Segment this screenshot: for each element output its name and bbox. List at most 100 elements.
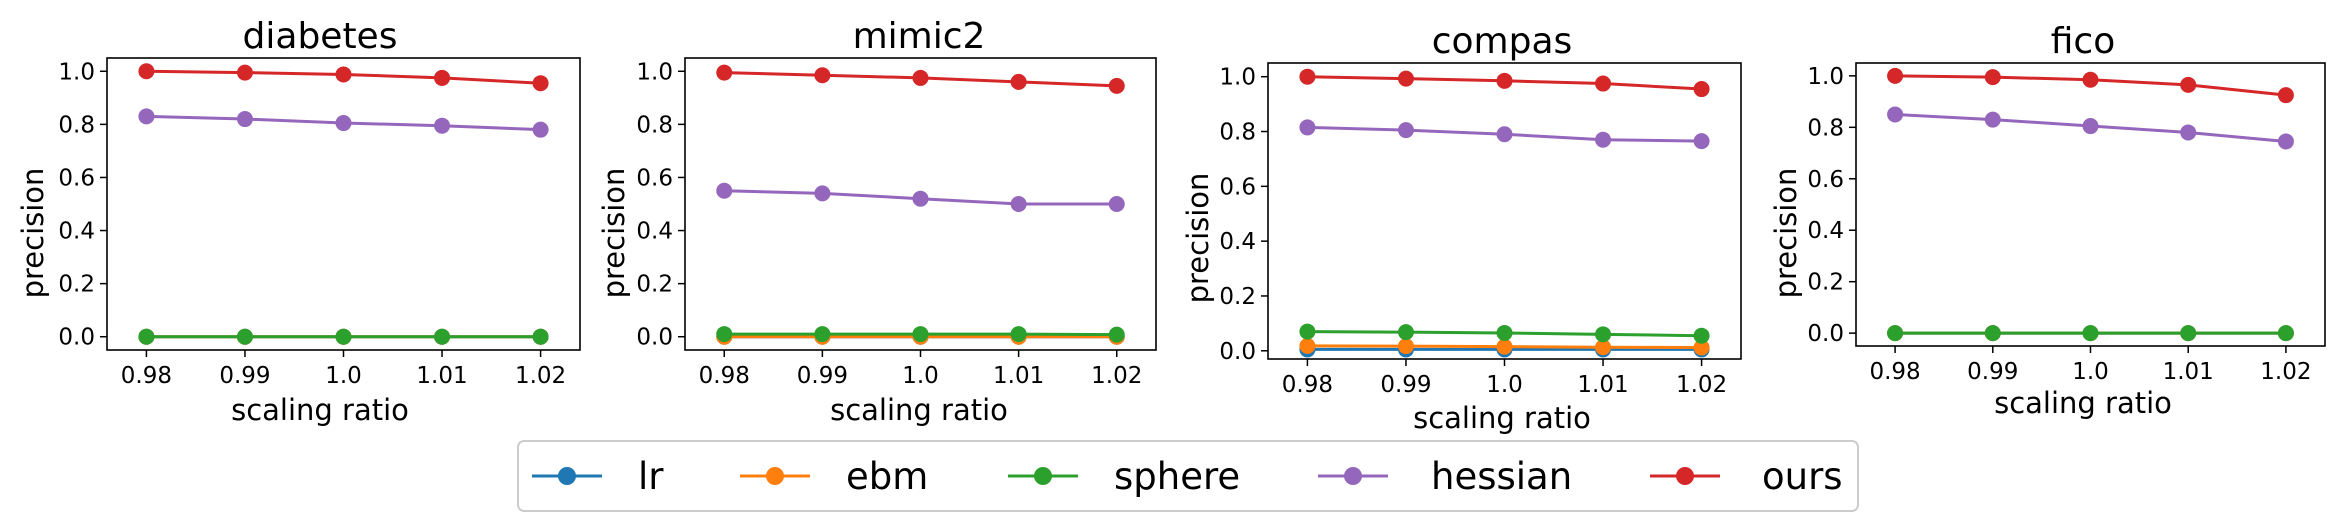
data-point-ours	[2082, 71, 2099, 88]
x-tick-label: 1.01	[1577, 372, 1628, 398]
data-point-sphere	[138, 328, 155, 345]
data-point-sphere	[434, 328, 451, 345]
data-point-hessian	[2277, 133, 2294, 150]
y-tick-label: 1.0	[636, 59, 673, 85]
plot-area: 0.0 0.2 0.4 0.6 0.8 1.0 0.98 0.99 1.0 1.01 1.02	[1219, 62, 1742, 398]
data-point-hessian	[1010, 196, 1027, 212]
data-point-ours	[716, 64, 733, 81]
chart-title: diabetes	[243, 16, 398, 57]
y-tick-label: 0.0	[58, 325, 95, 351]
data-point-sphere	[1397, 324, 1414, 341]
data-point-ours	[814, 67, 831, 84]
data-point-ours	[1010, 73, 1027, 90]
data-point-sphere	[1010, 326, 1027, 343]
legend-marker-lr	[558, 467, 576, 485]
x-tick-label: 1.02	[2260, 359, 2311, 385]
x-tick-label: 0.98	[699, 363, 750, 389]
plot-area: 0.0 0.2 0.4 0.6 0.8 1.0 0.98 0.99 1.0 1.01 1.02	[1807, 62, 2326, 385]
data-point-ebm	[1299, 337, 1316, 354]
data-point-hessian	[138, 108, 155, 125]
x-axis-label: scaling ratio	[1994, 386, 2172, 420]
x-tick-label: 0.99	[219, 363, 270, 389]
data-point-ours	[1887, 67, 1904, 84]
data-point-sphere	[1693, 327, 1710, 344]
y-tick-label: 0.2	[1807, 270, 1844, 296]
x-tick-label: 1.02	[1676, 372, 1727, 398]
y-tick-label: 0.8	[1807, 115, 1844, 141]
y-tick-label: 1.0	[1807, 64, 1844, 90]
data-point-sphere	[335, 328, 352, 345]
legend-entry-lr: lr	[532, 455, 664, 498]
legend-label-ours: ours	[1762, 455, 1843, 498]
x-tick-label: 1.02	[515, 363, 566, 389]
data-point-sphere	[1595, 326, 1612, 343]
y-tick-label: 0.0	[1807, 321, 1844, 347]
data-point-hessian	[1693, 133, 1710, 150]
data-point-hessian	[716, 182, 733, 199]
data-point-ours	[1299, 68, 1316, 85]
y-tick-label: 0.0	[636, 325, 673, 351]
data-point-hessian	[1595, 131, 1612, 148]
legend: lr ebm sphere hessian ours	[517, 440, 1859, 512]
y-tick-label: 0.4	[58, 219, 95, 245]
data-point-ours	[335, 66, 352, 83]
data-point-ours	[2277, 87, 2294, 104]
data-point-ours	[912, 69, 929, 86]
legend-frame	[517, 440, 1859, 512]
chart-title: compas	[1432, 21, 1573, 62]
data-point-sphere	[1496, 324, 1513, 341]
y-tick-label: 0.4	[1219, 229, 1256, 255]
y-tick-label: 0.6	[1219, 174, 1256, 200]
plot-area: 0.0 0.2 0.4 0.6 0.8 1.0 0.98 0.99 1.0 1.01 1.02	[58, 57, 581, 389]
data-point-hessian	[1887, 106, 1904, 123]
x-tick-label: 0.98	[121, 363, 172, 389]
y-axis-label: precision	[597, 168, 631, 299]
data-point-sphere	[532, 328, 549, 345]
x-tick-label: 0.99	[1380, 372, 1431, 398]
y-tick-label: 0.8	[636, 112, 673, 138]
legend-entry-ours: ours	[1650, 455, 1843, 498]
data-point-ours	[2180, 76, 2197, 93]
y-tick-label: 0.4	[1807, 218, 1844, 244]
legend-entry-sphere: sphere	[1008, 455, 1240, 498]
data-point-ebm	[1496, 338, 1513, 355]
data-point-hessian	[814, 185, 831, 202]
legend-label-lr: lr	[638, 455, 664, 498]
x-tick-label: 1.01	[2163, 359, 2214, 385]
data-point-ours	[1984, 69, 2001, 86]
legend-marker-ebm	[766, 467, 784, 485]
axes-frame	[106, 57, 581, 351]
y-axis-label: precision	[1769, 168, 1803, 299]
y-axis-label: precision	[16, 168, 50, 299]
data-point-sphere	[1984, 325, 2001, 342]
plot-area: 0.0 0.2 0.4 0.6 0.8 1.0 0.98 0.99 1.0 1.01 1.02	[636, 57, 1157, 389]
data-point-sphere	[814, 326, 831, 343]
data-point-hessian	[1299, 119, 1316, 136]
data-point-sphere	[912, 326, 929, 343]
y-tick-label: 0.0	[1219, 339, 1256, 365]
x-tick-label: 0.99	[797, 363, 848, 389]
subplot-diabetes: diabetes precision scaling ratio 0.00.20…	[16, 16, 581, 427]
y-tick-label: 0.4	[636, 219, 673, 245]
data-point-hessian	[2082, 118, 2099, 135]
data-point-ours	[532, 75, 549, 92]
data-point-ours	[1693, 81, 1710, 98]
data-point-ours	[434, 69, 451, 86]
data-point-ours	[236, 64, 253, 81]
x-tick-label: 0.98	[1282, 372, 1333, 398]
data-point-ebm	[1397, 338, 1414, 355]
x-tick-label: 1.0	[1486, 372, 1523, 398]
y-tick-label: 0.2	[636, 272, 673, 298]
x-axis-label: scaling ratio	[231, 393, 409, 427]
data-point-sphere	[1299, 323, 1316, 340]
legend-entry-ebm: ebm	[740, 455, 928, 498]
y-tick-label: 0.6	[636, 165, 673, 191]
subplot-compas: compas precision scaling ratio 0.0 0.2 0.4…	[1181, 21, 1742, 435]
chart-title: fico	[2051, 21, 2116, 62]
x-axis-label: scaling ratio	[1413, 401, 1591, 435]
x-tick-label: 1.0	[902, 363, 939, 389]
x-axis-label: scaling ratio	[830, 393, 1008, 427]
x-tick-label: 0.99	[1967, 359, 2018, 385]
x-tick-label: 0.98	[1869, 359, 1920, 385]
x-tick-label: 1.0	[325, 363, 362, 389]
